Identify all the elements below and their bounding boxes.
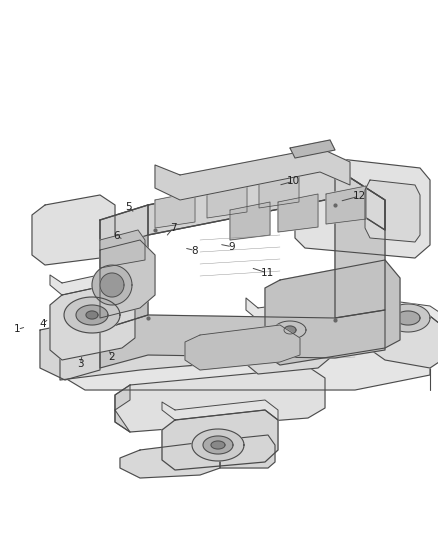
Polygon shape — [365, 180, 420, 242]
Polygon shape — [148, 168, 385, 235]
Polygon shape — [192, 429, 244, 461]
Text: 1: 1 — [14, 325, 21, 334]
Polygon shape — [60, 314, 330, 350]
Polygon shape — [335, 168, 385, 318]
Polygon shape — [65, 330, 430, 360]
Polygon shape — [32, 195, 115, 265]
Polygon shape — [86, 311, 98, 319]
Text: 11: 11 — [261, 268, 274, 278]
Text: 2: 2 — [108, 352, 115, 362]
Polygon shape — [284, 326, 296, 334]
Polygon shape — [162, 400, 278, 420]
Polygon shape — [50, 282, 135, 360]
Text: 3: 3 — [77, 359, 84, 369]
Polygon shape — [230, 202, 270, 240]
Text: 4: 4 — [39, 319, 46, 328]
Polygon shape — [92, 265, 132, 305]
Polygon shape — [265, 260, 400, 365]
Text: 7: 7 — [170, 223, 177, 233]
Polygon shape — [211, 441, 225, 449]
Polygon shape — [207, 182, 247, 218]
Polygon shape — [40, 318, 100, 380]
Polygon shape — [295, 155, 430, 258]
Polygon shape — [246, 312, 330, 374]
Polygon shape — [100, 273, 124, 297]
Polygon shape — [290, 140, 335, 158]
Polygon shape — [220, 435, 275, 468]
Polygon shape — [368, 310, 438, 368]
Polygon shape — [155, 192, 195, 228]
Text: 8: 8 — [191, 246, 198, 255]
Polygon shape — [396, 311, 420, 325]
Text: 10: 10 — [287, 176, 300, 186]
Polygon shape — [100, 168, 385, 250]
Polygon shape — [100, 310, 385, 368]
Text: 9: 9 — [229, 242, 236, 252]
Polygon shape — [100, 240, 155, 318]
Polygon shape — [274, 321, 306, 339]
Polygon shape — [76, 305, 108, 325]
Text: 12: 12 — [353, 191, 366, 201]
Polygon shape — [259, 172, 299, 208]
Polygon shape — [100, 230, 145, 268]
Text: 5: 5 — [125, 202, 132, 212]
Polygon shape — [64, 297, 120, 333]
Polygon shape — [246, 298, 330, 322]
Polygon shape — [185, 325, 300, 370]
Polygon shape — [65, 338, 85, 360]
Polygon shape — [60, 322, 330, 380]
Polygon shape — [262, 314, 318, 346]
Text: 6: 6 — [113, 231, 120, 240]
Polygon shape — [155, 148, 350, 200]
Polygon shape — [100, 205, 148, 330]
Polygon shape — [115, 385, 130, 432]
Polygon shape — [326, 186, 366, 224]
Polygon shape — [203, 436, 233, 454]
Polygon shape — [386, 304, 430, 332]
Polygon shape — [162, 410, 278, 470]
Polygon shape — [115, 368, 325, 432]
Polygon shape — [120, 440, 220, 478]
Polygon shape — [65, 345, 430, 390]
Polygon shape — [278, 194, 318, 232]
Polygon shape — [368, 292, 438, 328]
Polygon shape — [50, 270, 135, 295]
